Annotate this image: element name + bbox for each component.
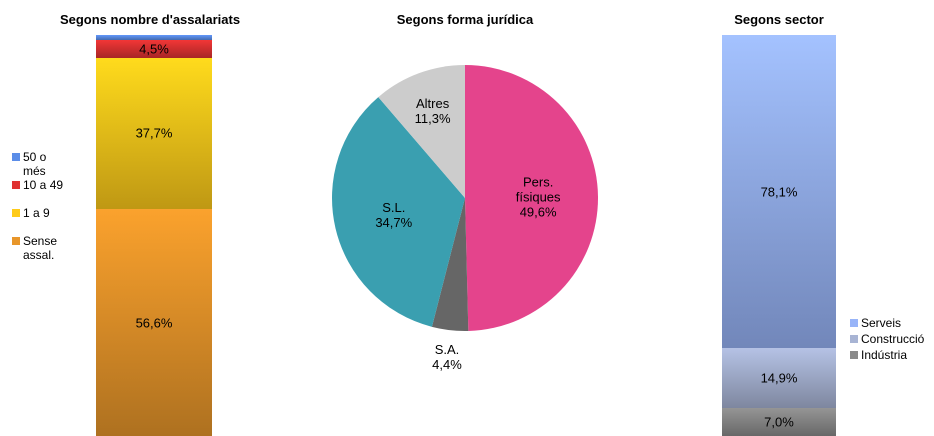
legend-item: Sense assal. [12, 234, 72, 262]
legend-label: Construcció [861, 332, 925, 346]
legend-swatch [850, 319, 858, 327]
bar-segment [96, 39, 212, 58]
legend-item: Indústria [850, 348, 907, 362]
slice-category: Pers. físiques [515, 174, 561, 205]
slice-label: S.L. 34,7% [359, 200, 429, 230]
pie-slice [431, 198, 469, 332]
pie-slice [378, 65, 465, 198]
bar-segment [96, 35, 212, 40]
legend-label: Sense assal. [23, 234, 58, 262]
data-label: 78,1% [760, 184, 798, 200]
slice-label: Pers. físiques 49,6% [503, 175, 573, 220]
data-label: 14,9% [760, 370, 798, 386]
legend-label: 10 a 49 [23, 178, 64, 192]
legend-label: Indústria [861, 348, 908, 362]
legend-item: 1 a 9 [12, 206, 50, 220]
bar-segment [722, 407, 836, 436]
slice-value: 4,4% [432, 356, 462, 372]
bar-segment [722, 35, 836, 349]
data-label: 56,6% [135, 315, 173, 331]
legend-swatch [850, 351, 858, 359]
data-label: 4,5% [139, 41, 169, 57]
slice-label: S.A. 4,4% [412, 342, 482, 372]
data-label: 7,0% [764, 414, 794, 430]
data-label: 37,7% [135, 125, 173, 141]
legend-swatch [850, 335, 858, 343]
chart-title: Segons sector [734, 12, 824, 27]
legend-item: Serveis [850, 316, 901, 330]
bar-segment [722, 348, 836, 408]
legend-label: 1 a 9 [23, 206, 50, 220]
legend-label: 50 o més [23, 150, 47, 178]
legend-item: 10 a 49 [12, 178, 63, 192]
pie-slice [465, 65, 599, 331]
slice-value: 34,7% [375, 214, 413, 230]
chart-title: Segons nombre d'assalariats [59, 12, 241, 27]
bar-segment [96, 209, 212, 436]
slice-value: 11,3% [414, 110, 451, 126]
slice-label: Altres 11,3% [398, 96, 468, 126]
legend-swatch [12, 181, 20, 189]
legend-swatch [12, 237, 20, 245]
bar-segment [96, 57, 212, 210]
legend-label: Serveis [861, 316, 902, 330]
slice-category: S.L. [382, 199, 406, 215]
legend-item: 50 o més [12, 150, 72, 178]
slice-category: S.A. [434, 341, 460, 357]
legend-swatch [12, 209, 20, 217]
legend-swatch [12, 153, 20, 161]
pie-slice [332, 97, 465, 327]
slice-value: 49,6% [519, 204, 557, 220]
chart-title: Segons forma jurídica [396, 12, 534, 27]
legend-item: Construcció [850, 332, 924, 346]
slice-category: Altres [416, 95, 450, 111]
